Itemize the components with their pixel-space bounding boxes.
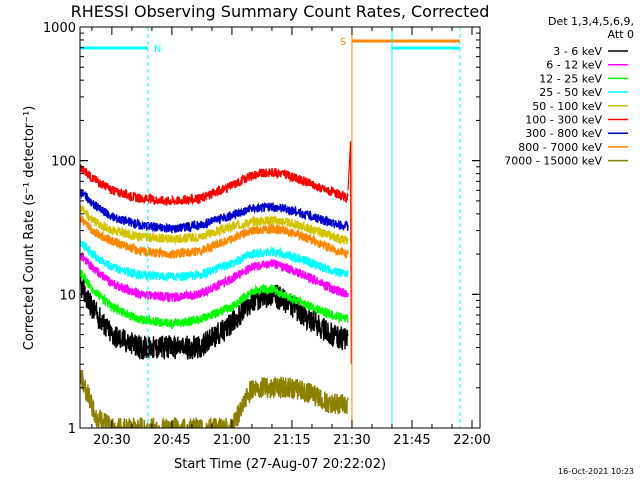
legend-title-line: Att 0 (608, 28, 634, 41)
x-tick-label: 20:30 (93, 433, 130, 448)
legend-label: 12 - 25 keV (539, 72, 602, 85)
x-tick-label: 20:45 (153, 433, 190, 448)
series-line-300-800-kev (80, 189, 349, 234)
flare-spike (347, 141, 352, 365)
legend-label: 3 - 6 keV (553, 45, 602, 58)
series-line-12-25-kev (80, 268, 349, 330)
y-axis-label: Corrected Count Rate (s⁻¹ detector⁻¹) (22, 106, 37, 351)
legend-title-line: Det 1,3,4,5,6,9, (548, 15, 634, 28)
footer-date: 16-Oct-2021 10:23 (558, 467, 634, 476)
legend-label: 50 - 100 keV (532, 100, 602, 113)
marker-label-s: S (340, 37, 346, 48)
x-tick-label: 21:30 (333, 433, 370, 448)
x-tick-label: 22:00 (453, 433, 490, 448)
series-line-100-300-kev (80, 163, 349, 207)
marker-label-n: N (154, 44, 161, 55)
x-tick-label: 21:45 (393, 433, 430, 448)
y-tick-label: 1 (68, 422, 76, 437)
x-axis-label: Start Time (27-Aug-07 20:22:02) (174, 457, 386, 472)
y-tick-label: 1000 (43, 21, 76, 36)
series-line-800-7000-kev (80, 215, 349, 261)
axes: 20:30 20:45 21:00 21:15 21:30 21:45 22:00 1 10 10… (43, 21, 491, 448)
legend-label: 7000 - 15000 keV (504, 155, 602, 168)
chart-title: RHESSI Observing Summary Count Rates, Co… (71, 2, 490, 21)
series-line-6-12-kev (80, 252, 349, 303)
x-tick-label: 21:15 (273, 433, 310, 448)
y-tick-label: 10 (59, 288, 76, 303)
series-line-50-100-kev (80, 205, 349, 247)
legend-label: 25 - 50 keV (539, 86, 602, 99)
plot-frame (79, 26, 481, 429)
legend-label: 6 - 12 keV (546, 59, 602, 72)
plot-area: NS (79, 27, 461, 428)
series-line-7000-15000-kev (80, 369, 349, 428)
y-tick-label: 100 (51, 155, 76, 170)
series-line-25-50-kev (80, 236, 349, 283)
series-line-3-6-kev (80, 273, 349, 360)
legend-label: 100 - 300 keV (525, 114, 602, 127)
x-tick-label: 21:00 (213, 433, 250, 448)
legend-label: 800 - 7000 keV (518, 141, 602, 154)
legend-label: 300 - 800 keV (525, 127, 602, 140)
